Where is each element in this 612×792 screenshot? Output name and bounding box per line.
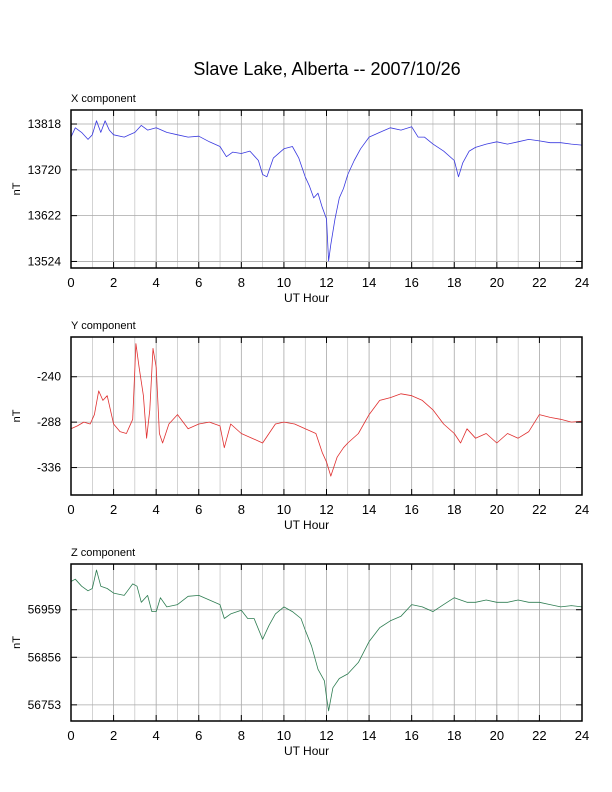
panel-x-component: 0 2 4 6 8 10 12 14 16 18 20 22 241352413622137201381…: [11, 93, 589, 305]
x-tick-label: 14: [362, 502, 376, 517]
x-tick-label: 16: [404, 502, 418, 517]
x-tick-label: 18: [447, 502, 461, 517]
x-tick-label: 18: [447, 275, 461, 290]
x-tick-label: 24: [575, 275, 589, 290]
x-tick-label: 24: [575, 728, 589, 743]
x-tick-label: 8: [238, 275, 245, 290]
x-tick-label: 0: [67, 728, 74, 743]
x-tick-label: 0: [67, 502, 74, 517]
x-tick-label: 8: [238, 502, 245, 517]
y-tick-label: 56753: [28, 698, 62, 712]
y-tick-label: 13524: [28, 254, 62, 268]
y-tick-label: 13720: [28, 163, 62, 177]
x-tick-label: 6: [195, 728, 202, 743]
x-tick-label: 22: [532, 502, 546, 517]
panel-title: X component: [71, 93, 136, 105]
x-tick-label: 0: [67, 275, 74, 290]
y-tick-label: -336: [37, 461, 61, 475]
x-tick-label: 10: [277, 728, 291, 743]
y-tick-label: -288: [37, 415, 61, 429]
y-axis-label: nT: [11, 182, 23, 195]
x-tick-label: 12: [319, 275, 333, 290]
y-tick-label: -240: [37, 370, 61, 384]
x-tick-label: 22: [532, 275, 546, 290]
x-tick-label: 18: [447, 728, 461, 743]
x-tick-label: 6: [195, 275, 202, 290]
x-tick-label: 4: [153, 728, 160, 743]
x-tick-label: 20: [490, 728, 504, 743]
y-axis-label: nT: [11, 636, 23, 649]
y-tick-label: 56959: [28, 603, 62, 617]
x-tick-label: 20: [490, 502, 504, 517]
x-tick-label: 4: [153, 275, 160, 290]
x-tick-label: 16: [404, 275, 418, 290]
x-tick-label: 14: [362, 275, 376, 290]
x-tick-label: 8: [238, 728, 245, 743]
y-tick-label: 13622: [28, 209, 62, 223]
x-tick-label: 24: [575, 502, 589, 517]
panel-title: Y component: [71, 320, 136, 332]
x-tick-label: 10: [277, 502, 291, 517]
series-line-z: [70, 569, 583, 712]
x-tick-label: 2: [110, 728, 117, 743]
y-tick-label: 56856: [28, 650, 62, 664]
x-tick-label: 14: [362, 728, 376, 743]
x-tick-label: 20: [490, 275, 504, 290]
series-line-x: [70, 120, 583, 262]
figure-title: Slave Lake, Alberta -- 2007/10/26: [193, 59, 460, 79]
x-axis-label: UT Hour: [284, 291, 329, 305]
panel-title: Z component: [71, 547, 135, 559]
x-tick-label: 12: [319, 502, 333, 517]
x-tick-label: 22: [532, 728, 546, 743]
x-tick-label: 6: [195, 502, 202, 517]
series-line-y: [70, 343, 583, 477]
panels-group: 0 2 4 6 8 10 12 14 16 18 20 22 241352413622137201381…: [11, 93, 589, 758]
x-tick-label: 2: [110, 275, 117, 290]
x-tick-label: 16: [404, 728, 418, 743]
x-axis-label: UT Hour: [284, 518, 329, 532]
x-tick-label: 2: [110, 502, 117, 517]
y-axis-label: nT: [11, 409, 23, 422]
x-tick-label: 4: [153, 502, 160, 517]
x-tick-label: 10: [277, 275, 291, 290]
y-tick-label: 13818: [28, 117, 62, 131]
x-tick-label: 12: [319, 728, 333, 743]
x-axis-label: UT Hour: [284, 744, 329, 758]
